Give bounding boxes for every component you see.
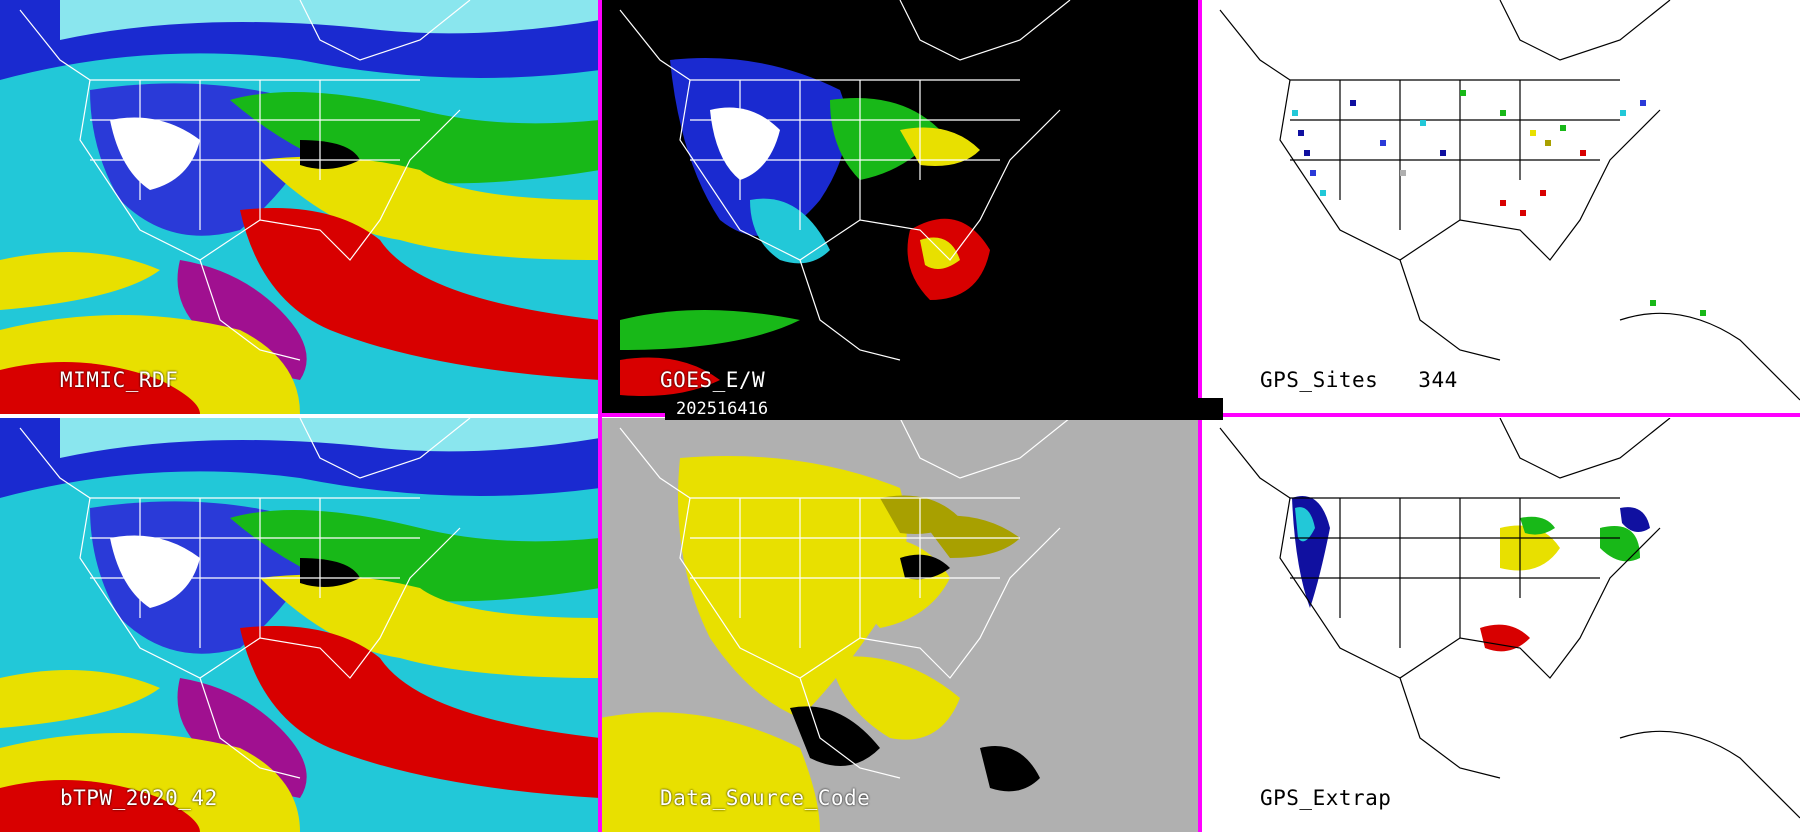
gps-sites-label: GPS_Sites [1260,368,1379,392]
gps-sites-map [1200,0,1800,414]
panel-mimic-rdf: MIMIC_RDF [0,0,600,414]
panel-label: GOES_E/W [660,368,766,392]
panel-data-source: Data_Source_Code [600,418,1200,832]
timestamp-bar [665,398,1223,420]
gps-site-markers [1292,90,1706,316]
data-source-map [600,418,1200,832]
gps-sites-count: 344 [1418,368,1458,392]
mimic-rdf-map [0,0,600,414]
panel-goes: GOES_E/W [600,0,1200,414]
panel-gps-sites: GPS_Sites 344 [1200,0,1800,414]
goes-map [600,0,1200,414]
btpw-map [0,418,600,832]
panel-label: Data_Source_Code [660,786,871,810]
panel-label: MIMIC_RDF [60,368,179,392]
panel-gps-extrap: GPS_Extrap [1200,418,1800,832]
panel-btpw: bTPW_2020_42 [0,418,600,832]
panel-label: bTPW_2020_42 [60,786,218,810]
panel-label: GPS_Extrap [1260,786,1392,810]
panel-label: GPS_Sites 344 [1260,368,1458,392]
gps-extrap-map [1200,418,1800,832]
timestamp: 202516416 [676,399,769,419]
